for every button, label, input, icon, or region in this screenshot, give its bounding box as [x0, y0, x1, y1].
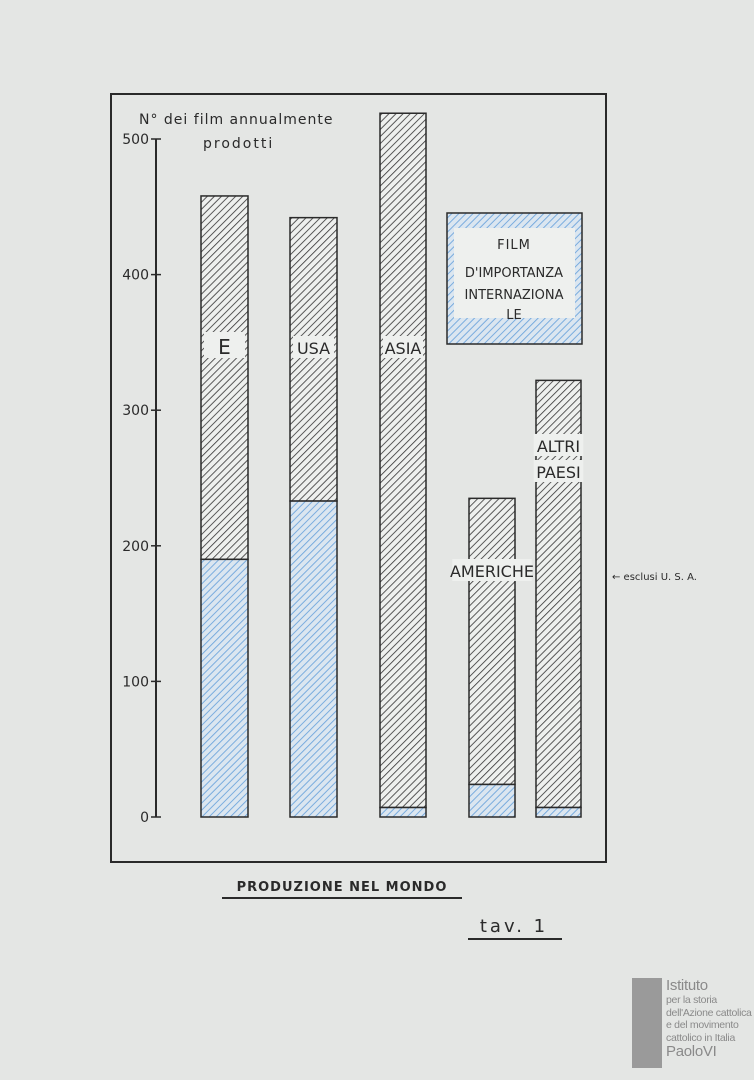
bar-international-usa	[289, 500, 338, 818]
legend-line: INTERNAZIONA	[465, 288, 564, 303]
legend-line: D'IMPORTANZA	[465, 266, 563, 281]
bar-label: E	[218, 335, 231, 359]
annotation: ← esclusi U. S. A.	[612, 572, 697, 583]
logo-line: Istituto	[666, 977, 708, 994]
logo-line: per la storia	[666, 994, 717, 1006]
bar-international-americhe	[468, 783, 516, 818]
logo-mark	[632, 978, 662, 1068]
y-tick-label: 100	[122, 674, 149, 690]
legend-line: LE	[506, 308, 521, 323]
y-tick-label: 500	[122, 132, 149, 148]
y-tick-label: 400	[122, 268, 149, 284]
bar-label-bg	[383, 336, 423, 358]
logo-line: dell'Azione cattolica	[666, 1006, 752, 1019]
bar-other-e	[200, 195, 249, 561]
y-axis-label-line1: N° dei film annualmente	[139, 112, 333, 128]
bar-other-americhe	[468, 497, 516, 786]
plate-number: tav. 1	[480, 916, 548, 937]
y-tick-label: 0	[140, 810, 149, 826]
bar-international-altri-paesi	[535, 806, 582, 818]
bar-other-asia	[379, 112, 427, 809]
legend: FILM D'IMPORTANZA INTERNAZIONA LE	[446, 212, 583, 345]
bar-label-bg	[533, 434, 584, 456]
legend-line: FILM	[497, 238, 531, 253]
bar-label-bg	[452, 559, 532, 581]
y-tick-label: 300	[122, 403, 149, 419]
bar-label: AMERICHE	[450, 562, 534, 581]
bar-international-e	[200, 558, 249, 818]
bar-international-asia	[379, 806, 427, 818]
bar-label: USA	[297, 339, 330, 358]
logo-line: cattolico in Italia	[666, 1031, 736, 1044]
y-axis-label-line2: prodotti	[203, 136, 274, 152]
chart-frame	[110, 93, 607, 863]
bar-label-bg	[533, 460, 584, 482]
logo-line: e del movimento	[666, 1019, 739, 1031]
logo-line: PaoloVI	[666, 1043, 717, 1060]
bar-label: ALTRI	[537, 437, 580, 456]
chart-title: PRODUZIONE NEL MONDO	[237, 880, 448, 895]
institute-logo: Istituto per la storia dell'Azione catto…	[632, 978, 754, 1068]
bar-label-bg	[204, 332, 245, 358]
bar-label-bg	[293, 336, 334, 358]
bar-label: ASIA	[385, 339, 422, 358]
y-tick-label: 200	[122, 539, 149, 555]
bar-label: PAESI	[536, 463, 581, 482]
bar-other-usa	[289, 216, 338, 502]
